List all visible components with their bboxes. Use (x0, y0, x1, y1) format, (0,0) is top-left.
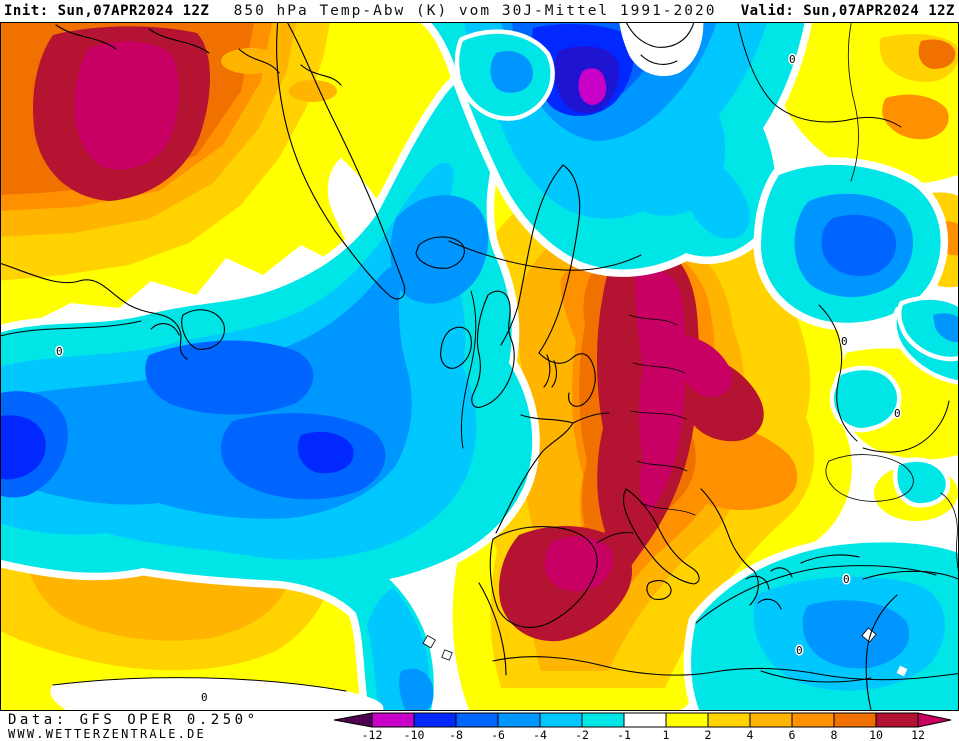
legend-tick-label: -6 (491, 728, 505, 741)
legend-segment (707, 712, 751, 728)
legend-tick-label: 10 (869, 728, 883, 741)
legend-segment (791, 712, 835, 728)
map-canvas: 0 0 0 0 0 0 0 (1, 23, 958, 710)
legend-tick-label: -2 (575, 728, 589, 741)
legend-segment (497, 712, 541, 728)
anomaly-map: 0 0 0 0 0 0 0 (0, 22, 959, 711)
contour-label: 0 (843, 573, 850, 586)
legend-arrow-right (917, 712, 952, 728)
contour-label: 0 (56, 345, 63, 358)
legend-segment (623, 712, 667, 728)
legend-tick-label: 1 (663, 728, 670, 741)
cold-pool-atlantic (1, 64, 540, 710)
legend-tick-label: -12 (362, 728, 383, 741)
legend-tick-label: -1 (617, 728, 631, 741)
init-time: Init: Sun,07APR2024 12Z (4, 3, 210, 19)
legend-segment (875, 712, 919, 728)
legend-segment (665, 712, 709, 728)
legend-tick-label: 2 (705, 728, 712, 741)
white-strip-bottom (50, 677, 384, 710)
legend-segment (833, 712, 877, 728)
legend-tick-label: -4 (533, 728, 547, 741)
legend-segment (749, 712, 793, 728)
legend-segment (371, 712, 415, 728)
footer: Data: GFS OPER 0.250° WWW.WETTERZENTRALE… (0, 711, 959, 741)
legend-segment (413, 712, 457, 728)
legend-arrow-left (333, 712, 373, 728)
cold-patches-misc (454, 29, 958, 508)
legend-segment (581, 712, 625, 728)
valid-time: Valid: Sun,07APR2024 12Z (740, 3, 955, 19)
data-source: Data: GFS OPER 0.250° (8, 712, 259, 728)
website-credit: WWW.WETTERZENTRALE.DE (8, 727, 206, 741)
warm-anomaly-europe (430, 145, 852, 710)
legend-tick-label: -8 (449, 728, 463, 741)
legend-tick-label: 6 (789, 728, 796, 741)
legend-segment (455, 712, 499, 728)
legend-tick-label: -10 (404, 728, 425, 741)
legend-tick-label: 8 (831, 728, 838, 741)
cold-pool-west-russia (753, 157, 958, 385)
contour-label: 0 (894, 407, 901, 420)
color-scale-legend: -12 -10 -8 -6 -4 -2 -1 1 2 4 6 8 10 12 (333, 712, 952, 741)
legend-tick-label: 4 (747, 728, 754, 741)
contour-label: 0 (201, 691, 208, 704)
contour-label: 0 (789, 53, 796, 66)
legend-segment (539, 712, 583, 728)
contour-label: 0 (841, 335, 848, 348)
contour-label: 0 (796, 644, 803, 657)
title-bar: Init: Sun,07APR2024 12Z 850 hPa Temp-Abw… (0, 0, 959, 22)
zero-contours: 0 0 0 0 0 0 0 (1, 23, 950, 706)
legend-tick-label: 12 (911, 728, 925, 741)
page-title: 850 hPa Temp-Abw (K) vom 30J-Mittel 1991… (233, 3, 717, 19)
